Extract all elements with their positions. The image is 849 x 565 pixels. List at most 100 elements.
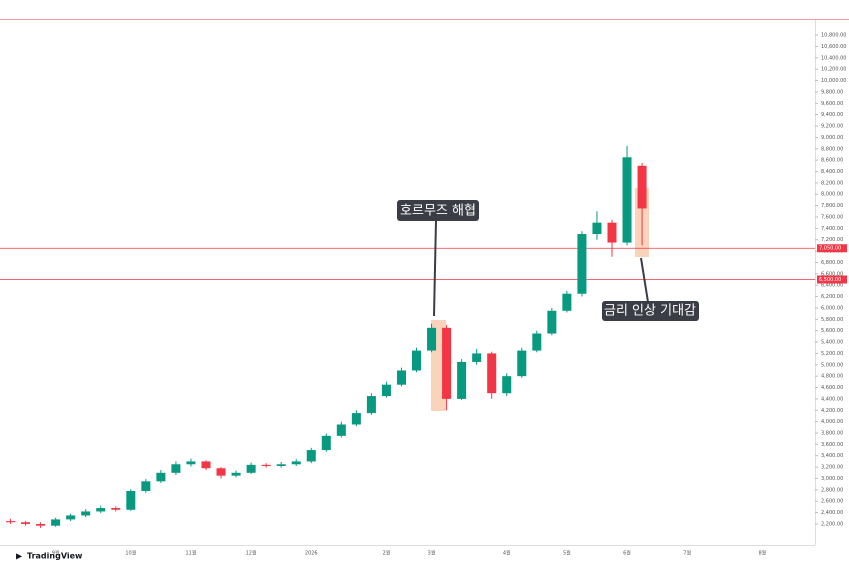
brand: TradingView: [27, 552, 83, 561]
candle-body: [231, 472, 241, 476]
x-tick-label: 4월: [503, 550, 511, 557]
y-tick-label: 4,600.00: [821, 385, 843, 391]
candle-body: [81, 511, 91, 516]
y-tick-label: 3,200.00: [821, 465, 843, 471]
x-tick-label: 7월: [683, 550, 691, 557]
candle-body: [306, 450, 316, 462]
candle-body: [381, 384, 391, 397]
candle-body: [201, 461, 211, 469]
candle-body: [66, 515, 76, 520]
level-label-box: [817, 275, 847, 284]
x-tick-label: 5월: [563, 550, 571, 557]
y-tick-label: 3,800.00: [821, 431, 843, 437]
candle-body: [457, 361, 467, 399]
y-tick-label: 3,400.00: [821, 453, 843, 459]
y-tick-label: 8,400.00: [821, 169, 843, 175]
y-tick-label: 5,600.00: [821, 328, 843, 334]
candle-body: [592, 222, 602, 235]
candle-body: [261, 464, 271, 466]
y-tick-label: 5,400.00: [821, 340, 843, 346]
annotation-pointer: [640, 257, 649, 303]
y-tick-label: 6,800.00: [821, 260, 843, 266]
x-tick-label: 6월: [623, 550, 631, 557]
y-tick-label: 7,400.00: [821, 226, 843, 232]
y-tick-label: 6,400.00: [821, 283, 843, 289]
candle-body: [622, 157, 632, 243]
brand-logo: ▶: [16, 552, 23, 561]
y-tick-label: 9,600.00: [821, 101, 843, 107]
candle-body: [547, 310, 557, 334]
y-tick-label: 2,600.00: [821, 499, 843, 505]
y-tick-label: 2,400.00: [821, 510, 843, 516]
candle-body: [216, 468, 226, 476]
y-tick-label: 2,200.00: [821, 521, 843, 527]
y-tick-label: 10,000.00: [821, 78, 846, 84]
candle-body: [51, 519, 61, 526]
candle-body: [111, 508, 121, 510]
candle-body: [171, 464, 181, 473]
y-tick-label: 8,800.00: [821, 146, 843, 152]
y-tick-label: 5,200.00: [821, 351, 843, 357]
x-tick-label: 3월: [428, 550, 436, 557]
candle-body: [246, 464, 256, 473]
candle-body: [336, 424, 346, 436]
y-tick-label: 5,800.00: [821, 317, 843, 323]
y-tick-label: 3,600.00: [821, 442, 843, 448]
candle-body: [472, 353, 482, 362]
candle-body: [637, 165, 647, 209]
candle-body: [96, 508, 106, 512]
candle-body: [366, 396, 376, 414]
candle-body: [517, 350, 527, 377]
x-tick-label: 12월: [246, 550, 257, 557]
y-tick-label: 7,800.00: [821, 203, 843, 209]
y-tick-label: 6,000.00: [821, 305, 843, 311]
candle-body: [351, 413, 361, 425]
y-tick-label: 8,000.00: [821, 192, 843, 198]
y-tick-label: 9,200.00: [821, 124, 843, 130]
candle-body: [412, 350, 422, 371]
y-tick-label: 10,200.00: [821, 67, 846, 73]
annotation-box: [397, 200, 479, 221]
candle-body: [321, 435, 331, 451]
y-tick-label: 4,000.00: [821, 419, 843, 425]
y-tick-label: 5,000.00: [821, 362, 843, 368]
x-tick-label: 8월: [758, 550, 766, 557]
candle-body: [126, 490, 136, 510]
candle-body: [6, 521, 16, 523]
y-tick-label: 7,200.00: [821, 237, 843, 243]
candle-body: [156, 472, 166, 482]
candle-body: [291, 461, 301, 465]
candle-body: [186, 461, 196, 465]
candle-body: [427, 327, 437, 351]
x-tick-label: 2026: [305, 551, 318, 557]
level-label-box: [817, 244, 847, 253]
level-label: 6,500.00: [819, 277, 841, 283]
y-tick-label: 9,800.00: [821, 89, 843, 95]
x-tick-label: 10월: [125, 550, 136, 557]
y-tick-label: 4,200.00: [821, 408, 843, 414]
y-tick-label: 8,600.00: [821, 158, 843, 164]
candle-body: [577, 234, 587, 294]
y-tick-label: 10,800.00: [821, 33, 846, 39]
annotation-text: 금리 인상 기대감: [604, 304, 696, 319]
candle-body: [276, 464, 286, 466]
y-tick-label: 6,200.00: [821, 294, 843, 300]
y-tick-label: 6,600.00: [821, 271, 843, 277]
candle-body: [442, 327, 452, 399]
candle-body: [487, 353, 497, 394]
candle-body: [532, 333, 542, 351]
candle-body: [502, 376, 512, 394]
y-tick-label: 4,400.00: [821, 396, 843, 402]
level-label: 7,050.00: [819, 246, 841, 252]
candle-body: [562, 293, 572, 311]
y-tick-label: 4,800.00: [821, 374, 843, 380]
y-tick-label: 7,600.00: [821, 214, 843, 220]
candle-body: [21, 522, 31, 524]
candle-body: [36, 523, 46, 526]
annotation-pointer: [433, 219, 437, 317]
y-tick-label: 2,800.00: [821, 487, 843, 493]
candle-body: [607, 222, 617, 243]
x-tick-label: 2월: [383, 550, 391, 557]
annotation-text: 호르무즈 해협: [400, 204, 476, 219]
